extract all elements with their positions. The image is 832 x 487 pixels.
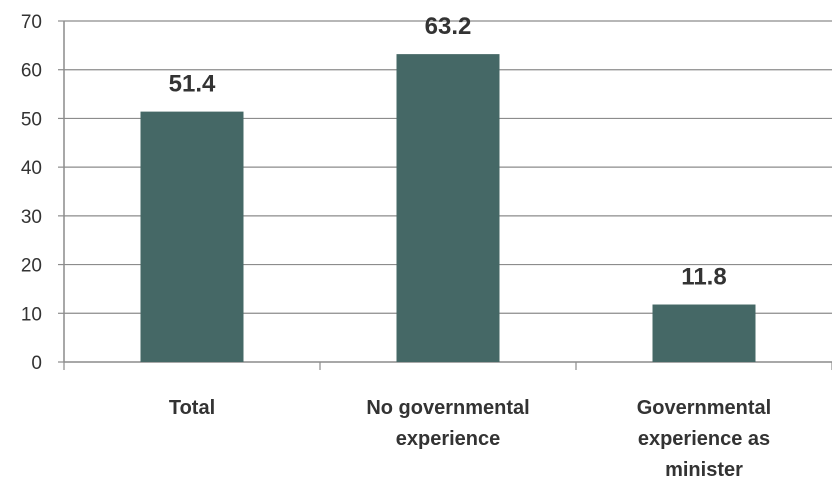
x-tick-label-1-line-0: No governmental — [366, 397, 529, 419]
y-tick-label-10: 10 — [21, 304, 42, 325]
y-tick-label-50: 50 — [21, 109, 42, 130]
y-tick-label-0: 0 — [31, 353, 42, 374]
x-tick-label-2-line-1: experience as — [638, 428, 770, 450]
data-label-0: 51.4 — [169, 71, 216, 98]
y-tick-label-70: 70 — [21, 12, 42, 33]
x-tick-label-2-line-2: minister — [665, 459, 743, 481]
bar-1 — [396, 54, 500, 363]
data-label-1: 63.2 — [425, 13, 472, 40]
x-tick-label-2-line-0: Governmental — [637, 397, 771, 419]
labels: 51.4 Total 63.2 No governmental experience 11… — [169, 13, 772, 481]
y-tick-label-30: 30 — [21, 207, 42, 228]
y-tick-label-40: 40 — [21, 158, 42, 179]
x-tick-label-0-line-0: Total — [169, 397, 215, 419]
y-tick-label-20: 20 — [21, 256, 42, 277]
bar-0 — [140, 111, 244, 362]
bars — [140, 54, 756, 363]
bar-2 — [652, 304, 756, 362]
y-tick-label-60: 60 — [21, 61, 42, 82]
x-tick-label-1-line-1: experience — [396, 428, 501, 450]
data-label-2: 11.8 — [681, 264, 726, 291]
